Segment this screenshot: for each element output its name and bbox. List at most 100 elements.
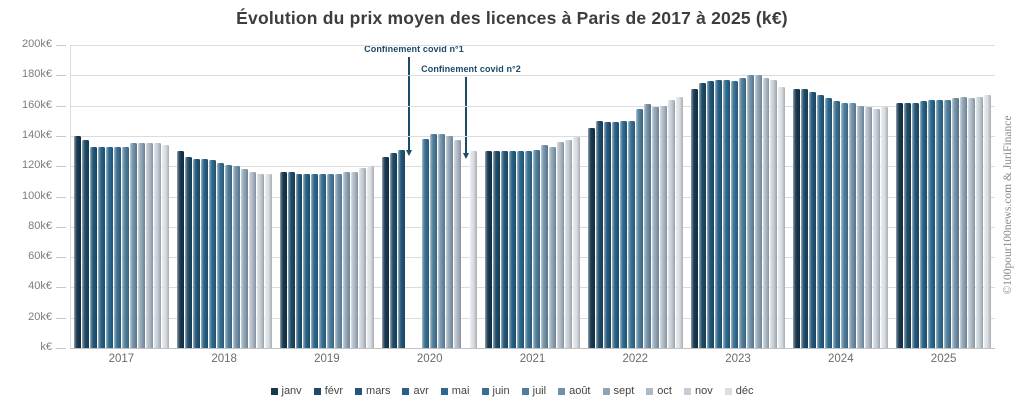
year-label-2025: 2025 <box>930 353 957 365</box>
legend-label: févr <box>324 385 344 397</box>
bar-slot <box>564 45 572 348</box>
bar-2025-oct <box>968 98 976 348</box>
bar-slot <box>248 45 256 348</box>
y-axis-label: 140k€ <box>22 128 52 141</box>
bar-slot <box>643 45 651 348</box>
y-axis-label: 120k€ <box>22 159 52 172</box>
bar-slot <box>667 45 675 348</box>
bar-slot <box>770 45 778 348</box>
y-axis-label: 80k€ <box>28 219 52 232</box>
bar-2017-juin <box>113 146 121 348</box>
bar-2025-mars <box>912 102 920 348</box>
bar-2021-févr <box>493 151 501 348</box>
bar-2025-avr <box>920 101 928 348</box>
y-tick-mark <box>56 75 66 77</box>
bar-2025-août <box>952 98 960 348</box>
annotation-arrow-line-1 <box>408 57 410 150</box>
legend-swatch-icon <box>440 387 448 395</box>
bar-group-2025 <box>892 45 995 348</box>
bar-2020-juil <box>430 134 438 348</box>
bar-slot <box>470 45 478 348</box>
bar-slot <box>730 45 738 348</box>
bar-2024-déc <box>881 107 889 348</box>
gridline <box>70 75 995 77</box>
bar-2018-mai <box>208 160 216 348</box>
y-tick-mark <box>56 166 66 168</box>
bar-slot <box>208 45 216 348</box>
bar-2022-août <box>643 104 651 348</box>
bar-2017-déc <box>161 145 169 348</box>
bar-slot <box>89 45 97 348</box>
bar-2017-nov <box>153 143 161 348</box>
bar-slot <box>97 45 105 348</box>
bar-2020-juin <box>422 138 430 348</box>
bar-slot <box>912 45 920 348</box>
bar-2024-nov <box>873 108 881 348</box>
legend-label: nov <box>694 385 713 397</box>
bar-slot <box>651 45 659 348</box>
year-label-2020: 2020 <box>416 353 443 365</box>
bar-2018-avr <box>200 158 208 348</box>
legend-item-sept: sept <box>602 385 634 397</box>
bar-slot <box>548 45 556 348</box>
bar-2020-oct <box>454 140 462 348</box>
bar-slot <box>335 45 343 348</box>
bar-slot <box>896 45 904 348</box>
bar-slot <box>984 45 992 348</box>
bar-2024-août <box>849 102 857 348</box>
legend-item-juin: juin <box>481 385 510 397</box>
bar-slot <box>161 45 169 348</box>
bar-2024-mars <box>809 91 817 348</box>
bar-2017-août <box>129 143 137 348</box>
year-label-2021: 2021 <box>519 353 546 365</box>
bar-2022-déc <box>675 96 683 348</box>
legend-item-févr: févr <box>313 385 344 397</box>
bar-2019-sept <box>343 172 351 348</box>
bar-slot <box>873 45 881 348</box>
bar-2023-juil <box>738 78 746 348</box>
bar-2023-janv <box>690 88 698 348</box>
y-axis-label: k€ <box>40 341 52 353</box>
bar-2020-janv <box>382 157 390 348</box>
legend-swatch-icon <box>646 387 654 395</box>
annotation-arrow-line-2 <box>465 77 467 153</box>
bar-slot <box>446 45 454 348</box>
bar-2017-sept <box>137 143 145 348</box>
legend-item-avr: avr <box>402 385 429 397</box>
legend-item-déc: déc <box>724 385 753 397</box>
bar-slot <box>493 45 501 348</box>
legend-swatch-icon <box>402 387 410 395</box>
bar-slot <box>572 45 580 348</box>
bar-slot <box>351 45 359 348</box>
bar-slot <box>920 45 928 348</box>
y-axis-label: 40k€ <box>28 280 52 293</box>
bar-slot <box>454 45 462 348</box>
y-axis-label: 100k€ <box>22 189 52 202</box>
bar-slot <box>533 45 540 348</box>
bar-2024-avr <box>817 95 825 348</box>
legend-label: janv <box>281 385 302 397</box>
bar-slot <box>224 45 232 348</box>
bar-2019-févr <box>287 172 295 348</box>
bar-slot <box>841 45 849 348</box>
bar-slot <box>501 45 509 348</box>
bar-slot <box>200 45 208 348</box>
bar-2024-janv <box>793 88 801 348</box>
bar-slot <box>698 45 706 348</box>
bar-slot <box>406 45 413 348</box>
bar-2025-févr <box>904 102 912 348</box>
bar-2018-nov <box>256 173 264 348</box>
gridline <box>70 317 995 319</box>
legend-label: juil <box>532 385 547 397</box>
bar-slot <box>414 45 421 348</box>
y-axis-label: 20k€ <box>28 310 52 323</box>
bar-slot <box>485 45 493 348</box>
bar-2024-juin <box>833 101 841 348</box>
bar-2018-sept <box>240 169 248 348</box>
bar-slot <box>121 45 129 348</box>
y-tick-mark <box>56 196 66 198</box>
bar-2023-mars <box>706 81 714 348</box>
legend-label: oct <box>657 385 672 397</box>
bar-group-2023 <box>687 45 790 348</box>
bar-group-2020 <box>378 45 481 348</box>
